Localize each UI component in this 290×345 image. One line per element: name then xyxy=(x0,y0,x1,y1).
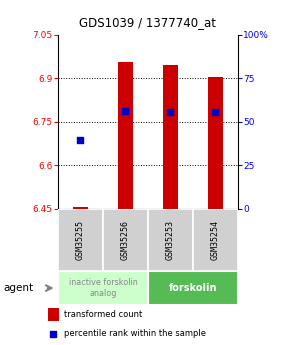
Bar xyxy=(103,209,148,271)
Text: GDS1039 / 1377740_at: GDS1039 / 1377740_at xyxy=(79,16,216,29)
Text: GSM35255: GSM35255 xyxy=(76,220,85,260)
Bar xyxy=(48,308,59,321)
Point xyxy=(123,109,128,114)
Bar xyxy=(58,271,148,305)
Bar xyxy=(163,65,177,209)
Text: GSM35254: GSM35254 xyxy=(211,220,220,260)
Bar xyxy=(58,209,103,271)
Text: GSM35256: GSM35256 xyxy=(121,220,130,260)
Bar xyxy=(193,209,238,271)
Bar xyxy=(148,209,193,271)
Point xyxy=(168,110,173,115)
Bar xyxy=(148,271,238,305)
Text: agent: agent xyxy=(3,283,33,293)
Text: inactive forskolin
analog: inactive forskolin analog xyxy=(68,278,137,298)
Text: percentile rank within the sample: percentile rank within the sample xyxy=(64,329,206,338)
Point xyxy=(78,138,83,143)
Text: forskolin: forskolin xyxy=(168,283,217,293)
Bar xyxy=(73,207,88,209)
Text: GSM35253: GSM35253 xyxy=(166,220,175,260)
Bar xyxy=(118,62,133,209)
Point xyxy=(50,331,55,336)
Text: transformed count: transformed count xyxy=(64,309,143,318)
Point xyxy=(213,110,218,115)
Bar xyxy=(208,77,222,209)
